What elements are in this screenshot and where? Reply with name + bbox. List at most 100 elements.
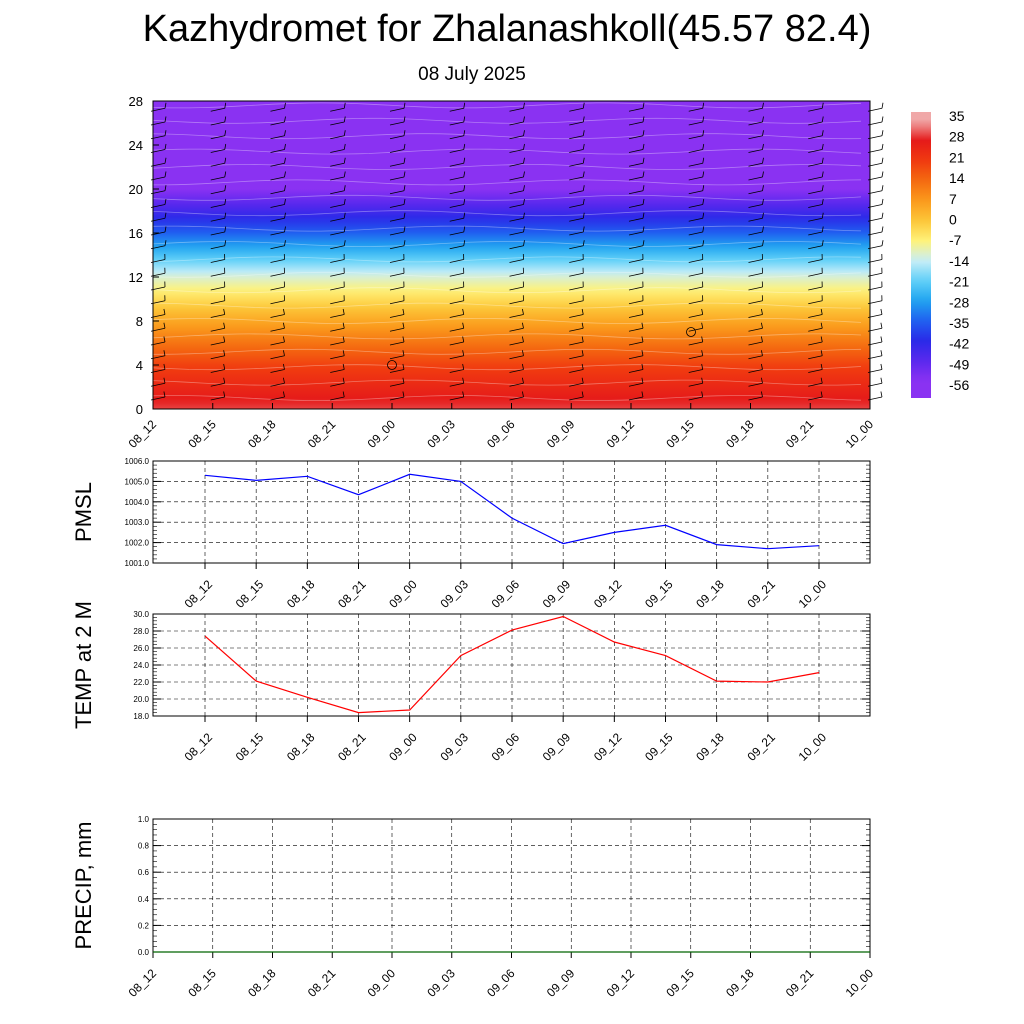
x-tick-label: 08_15 bbox=[233, 730, 267, 764]
x-tick-label: 09_21 bbox=[783, 966, 817, 1000]
y-tick-label: 1005.0 bbox=[125, 477, 150, 486]
colorbar-label: -35 bbox=[949, 315, 969, 331]
x-tick-label: 09_21 bbox=[783, 417, 817, 451]
x-tick-label: 08_12 bbox=[182, 577, 216, 611]
x-tick-label: 10_00 bbox=[796, 577, 830, 611]
y-tick-label: 1.0 bbox=[138, 815, 150, 824]
y-tick-label: 16 bbox=[129, 226, 143, 241]
x-tick-label: 10_00 bbox=[843, 417, 877, 451]
x-tick-label: 09_09 bbox=[544, 417, 578, 451]
axis-title: PMSL bbox=[71, 482, 96, 542]
x-tick-label: 08_18 bbox=[284, 730, 318, 764]
x-tick-label: 08_12 bbox=[126, 966, 160, 1000]
x-tick-label: 09_18 bbox=[693, 577, 727, 611]
y-tick-label: 26.0 bbox=[133, 644, 149, 653]
y-tick-label: 28 bbox=[129, 94, 143, 109]
y-tick-label: 0 bbox=[136, 402, 143, 417]
y-tick-label: 18.0 bbox=[133, 712, 149, 721]
x-tick-label: 09_09 bbox=[544, 966, 578, 1000]
colorbar-label: 35 bbox=[949, 108, 965, 124]
y-tick-label: 1002.0 bbox=[125, 539, 150, 548]
x-tick-label: 09_06 bbox=[484, 966, 518, 1000]
series-line bbox=[204, 473, 820, 550]
x-tick-label: 09_00 bbox=[365, 966, 399, 1000]
x-tick-label: 08_18 bbox=[245, 417, 279, 451]
x-tick-label: 09_18 bbox=[693, 730, 727, 764]
x-tick-label: 09_15 bbox=[663, 966, 697, 1000]
x-tick-label: 09_18 bbox=[723, 966, 757, 1000]
y-tick-label: 30.0 bbox=[133, 610, 149, 619]
y-tick-label: 0.6 bbox=[138, 868, 150, 877]
x-tick-label: 09_09 bbox=[540, 730, 574, 764]
series-line bbox=[204, 615, 820, 714]
x-tick-label: 09_18 bbox=[723, 417, 757, 451]
colorbar-label: 0 bbox=[949, 212, 957, 228]
panel-frame bbox=[152, 460, 871, 564]
x-tick-label: 09_03 bbox=[424, 966, 458, 1000]
colorbar-label: 28 bbox=[949, 129, 965, 145]
x-tick-label: 10_00 bbox=[796, 730, 830, 764]
x-tick-label: 08_21 bbox=[335, 577, 369, 611]
x-tick-label: 09_15 bbox=[663, 417, 697, 451]
y-tick-label: 4 bbox=[136, 358, 143, 373]
y-tick-label: 0.2 bbox=[138, 921, 150, 930]
x-tick-label: 09_00 bbox=[365, 417, 399, 451]
axis-title: TEMP at 2 M bbox=[71, 601, 96, 729]
x-tick-label: 08_15 bbox=[233, 577, 267, 611]
x-tick-label: 09_03 bbox=[424, 417, 458, 451]
x-tick-label: 08_18 bbox=[284, 577, 318, 611]
pmsl-chart: 1001.0 1002.0 1003.0 1004.0 1005.0 1006.0 08_1… bbox=[71, 457, 871, 611]
x-tick-label: 08_21 bbox=[335, 730, 369, 764]
x-tick-label: 09_06 bbox=[489, 730, 523, 764]
x-tick-label: 09_00 bbox=[386, 730, 420, 764]
temp-chart: 18.0 20.0 22.0 24.0 26.0 28.0 30.0 08_12 08_15 08… bbox=[71, 601, 871, 764]
x-tick-label: 09_12 bbox=[604, 966, 638, 1000]
y-tick-label: 24.0 bbox=[133, 661, 149, 670]
colorbar-label: 21 bbox=[949, 149, 965, 165]
x-tick-label: 09_15 bbox=[642, 730, 676, 764]
colorbar-label: -49 bbox=[949, 356, 969, 372]
y-tick-label: 1004.0 bbox=[125, 498, 150, 507]
y-tick-label: 24 bbox=[129, 138, 143, 153]
y-tick-label: 12 bbox=[129, 270, 143, 285]
y-tick-label: 20.0 bbox=[133, 695, 149, 704]
wind-barbs bbox=[150, 102, 884, 401]
x-tick-label: 09_21 bbox=[744, 577, 778, 611]
calm-marker bbox=[387, 360, 397, 370]
y-tick-label: 22.0 bbox=[133, 678, 149, 687]
y-tick-label: 20 bbox=[129, 182, 143, 197]
x-tick-label: 08_12 bbox=[126, 417, 160, 451]
calm-marker bbox=[686, 327, 696, 337]
y-tick-label: 1003.0 bbox=[125, 518, 150, 527]
y-tick-label: 8 bbox=[136, 314, 143, 329]
x-tick-label: 08_18 bbox=[245, 966, 279, 1000]
colorbar-label: -14 bbox=[949, 253, 969, 269]
x-tick-label: 09_12 bbox=[604, 417, 638, 451]
x-tick-label: 09_03 bbox=[437, 577, 471, 611]
x-tick-label: 09_06 bbox=[484, 417, 518, 451]
panel-frame bbox=[152, 613, 871, 717]
x-tick-label: 09_03 bbox=[437, 730, 471, 764]
x-tick-label: 09_09 bbox=[540, 577, 574, 611]
y-tick-label: 28.0 bbox=[133, 627, 149, 636]
y-tick-label: 0.8 bbox=[138, 842, 150, 851]
x-tick-label: 08_12 bbox=[182, 730, 216, 764]
y-tick-label: 0.4 bbox=[138, 895, 150, 904]
x-tick-label: 09_21 bbox=[744, 730, 778, 764]
x-tick-label: 08_15 bbox=[185, 417, 219, 451]
page-title: Kazhydromet for Zhalanashkoll(45.57 82.4… bbox=[142, 8, 872, 50]
y-tick-label: 0.0 bbox=[138, 948, 150, 957]
colorbar-label: -28 bbox=[949, 294, 969, 310]
x-tick-label: 10_00 bbox=[843, 966, 877, 1000]
colorbar-label: -56 bbox=[949, 377, 969, 393]
colorbar-label: -21 bbox=[949, 274, 969, 290]
y-tick-label: 1006.0 bbox=[125, 457, 150, 466]
colorbar bbox=[911, 112, 931, 398]
x-tick-label: 09_12 bbox=[591, 730, 625, 764]
x-tick-label: 09_00 bbox=[386, 577, 420, 611]
colorbar-label: 14 bbox=[949, 170, 965, 186]
page-subtitle: 08 July 2025 bbox=[418, 64, 526, 85]
x-tick-label: 08_21 bbox=[305, 417, 339, 451]
